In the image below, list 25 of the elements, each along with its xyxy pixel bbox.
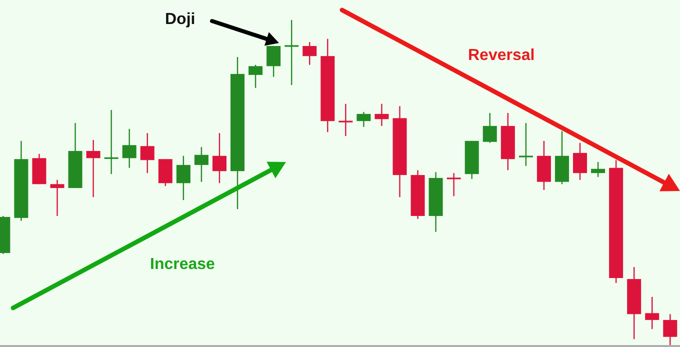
candlestick: [356, 111, 371, 128]
candlestick: [176, 155, 190, 201]
candlestick: [266, 45, 281, 78]
candlestick: [338, 103, 353, 137]
candlestick: [212, 132, 226, 184]
candlestick: [518, 122, 533, 167]
candlestick: [374, 103, 389, 127]
candlestick: [302, 42, 317, 66]
candlestick: [284, 20, 299, 86]
candlestick: [140, 132, 154, 174]
candlestick: [446, 172, 461, 197]
candlestick: [645, 296, 660, 330]
candlestick: [194, 146, 208, 182]
candlestick: [104, 109, 118, 175]
candlestick: [482, 112, 497, 144]
candlestick: [591, 161, 606, 178]
candlestick: [573, 142, 588, 180]
candlestick: [122, 128, 136, 168]
annotation: Increase: [150, 256, 216, 273]
candlestick: [248, 64, 263, 89]
annotation: Doji: [165, 11, 196, 28]
annotation: Reversal: [468, 47, 535, 64]
candlestick: [50, 179, 64, 217]
candlestick: [663, 314, 678, 345]
candlestick: [86, 139, 100, 198]
